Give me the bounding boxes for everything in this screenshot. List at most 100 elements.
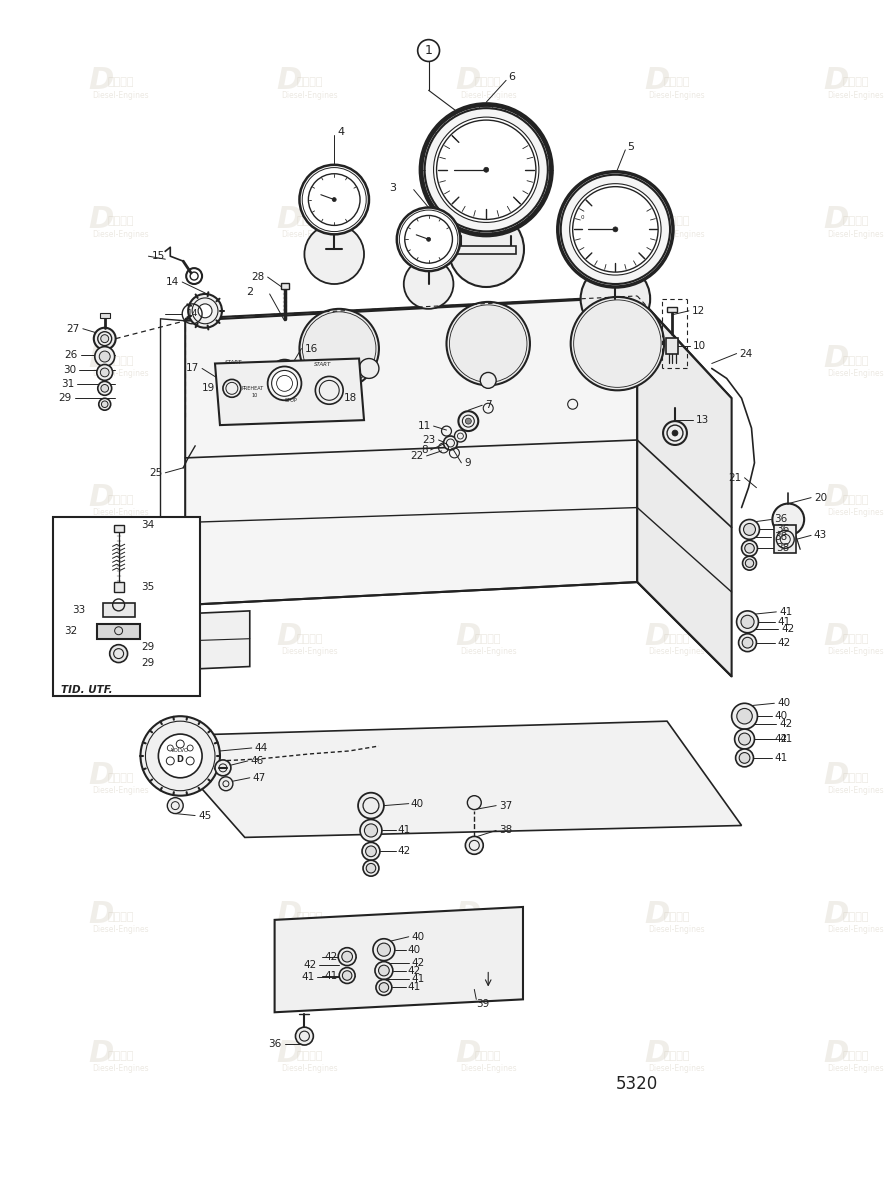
Text: Diesel-Engines: Diesel-Engines [828,1065,884,1073]
Text: Diesel-Engines: Diesel-Engines [460,647,516,656]
Text: 紫发动力: 紫发动力 [664,1050,691,1061]
Text: Diesel-Engines: Diesel-Engines [828,230,884,239]
Circle shape [97,364,113,380]
Circle shape [364,824,377,837]
Circle shape [158,734,202,777]
Text: 0: 0 [581,215,585,220]
Text: Diesel-Engines: Diesel-Engines [649,786,705,795]
Text: 26: 26 [65,349,78,360]
Text: D: D [88,344,113,373]
Text: D: D [177,755,183,764]
Text: D: D [277,65,303,95]
Text: 38: 38 [774,532,788,542]
Text: 41: 41 [780,607,793,617]
Text: 8: 8 [421,445,427,455]
Text: 紫发动力: 紫发动力 [843,773,869,782]
Polygon shape [156,722,741,837]
Text: 紫发动力: 紫发动力 [108,216,134,227]
Circle shape [93,328,116,350]
Text: Diesel-Engines: Diesel-Engines [649,508,705,518]
Text: 15: 15 [151,252,165,261]
Text: 47: 47 [253,773,266,782]
Text: Diesel-Engines: Diesel-Engines [281,1065,337,1073]
Text: 紫发动力: 紫发动力 [108,356,134,366]
Text: 紫发动力: 紫发动力 [108,77,134,88]
Circle shape [366,863,376,872]
Text: 43: 43 [813,531,826,540]
Text: D: D [456,483,481,512]
Text: 36: 36 [774,514,788,525]
Circle shape [338,947,356,965]
Text: 32: 32 [65,626,78,636]
Text: 23: 23 [423,434,435,445]
Circle shape [570,184,661,275]
Text: Diesel-Engines: Diesel-Engines [460,508,516,518]
Bar [53,518,200,697]
Circle shape [732,703,757,729]
Text: 20: 20 [814,493,827,502]
Text: 紫发动力: 紫发动力 [664,356,691,366]
Text: Diesel-Engines: Diesel-Engines [93,647,149,656]
Text: Diesel-Engines: Diesel-Engines [649,926,705,934]
Text: D: D [277,205,303,234]
Text: D: D [88,205,113,234]
Text: 40: 40 [410,799,424,808]
Text: 33: 33 [73,605,85,615]
Text: Diesel-Engines: Diesel-Engines [649,1065,705,1073]
Text: 21: 21 [728,472,741,483]
Text: 42: 42 [398,846,411,856]
Circle shape [736,749,754,767]
Circle shape [188,294,222,328]
Text: D: D [88,483,113,512]
Text: 紫发动力: 紫发动力 [843,1050,869,1061]
Bar [280,283,288,288]
Text: 44: 44 [255,743,268,753]
Circle shape [742,637,753,648]
Text: Diesel-Engines: Diesel-Engines [649,90,705,100]
Text: D: D [823,205,849,234]
Circle shape [745,559,754,567]
Text: 42: 42 [303,959,316,970]
Text: 2: 2 [247,287,254,297]
Text: 紫发动力: 紫发动力 [475,1050,501,1061]
Text: Diesel-Engines: Diesel-Engines [281,230,337,239]
Text: 紫发动力: 紫发动力 [475,356,501,366]
Circle shape [561,174,670,284]
Text: Diesel-Engines: Diesel-Engines [93,926,149,934]
Circle shape [740,753,750,763]
Text: 紫发动力: 紫发动力 [843,634,869,643]
Text: 42: 42 [412,958,425,967]
Text: Diesel-Engines: Diesel-Engines [828,369,884,377]
Circle shape [360,819,382,842]
Circle shape [215,760,231,776]
Circle shape [271,360,298,387]
Circle shape [332,197,336,202]
Text: D: D [823,65,849,95]
Bar [97,624,141,639]
Text: D: D [644,1040,670,1068]
Text: 31: 31 [61,380,74,389]
Text: 41: 41 [301,972,314,983]
Text: D: D [644,901,670,929]
Circle shape [737,709,752,724]
Text: 17: 17 [186,363,199,374]
Text: D: D [456,761,481,791]
Text: D: D [456,344,481,373]
Circle shape [376,979,392,996]
Text: PREHEAT: PREHEAT [242,386,264,391]
Bar [114,526,124,533]
Text: 紫发动力: 紫发动力 [664,495,691,504]
Text: Diesel-Engines: Diesel-Engines [281,647,337,656]
Text: 41: 41 [774,753,788,763]
Text: 38: 38 [499,825,513,836]
Circle shape [219,776,233,791]
Text: 紫发动力: 紫发动力 [843,216,869,227]
Circle shape [572,186,658,272]
Text: 6: 6 [508,72,515,82]
Circle shape [449,211,524,287]
Text: D: D [277,622,303,652]
Text: 41: 41 [777,617,790,627]
Text: 紫发动力: 紫发动力 [296,1050,323,1061]
Text: Diesel-Engines: Diesel-Engines [93,369,149,377]
Text: 16: 16 [304,343,318,354]
